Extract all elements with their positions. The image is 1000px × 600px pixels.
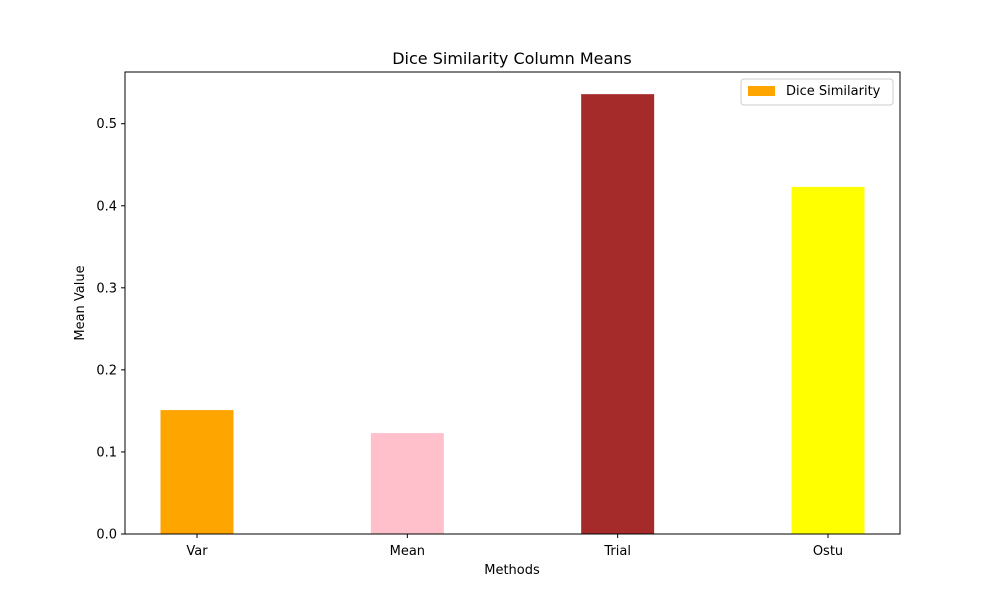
y-tick-label: 0.4 — [96, 199, 117, 214]
chart-title: Dice Similarity Column Means — [392, 49, 632, 68]
x-axis: Var Mean Trial Ostu — [186, 534, 843, 559]
legend: Dice Similarity — [740, 78, 894, 106]
legend-frame — [740, 78, 894, 106]
y-tick-label: 0.3 — [96, 281, 117, 296]
x-tick-label: Var — [186, 544, 208, 559]
bar-trial — [581, 94, 655, 534]
y-tick-label: 0.0 — [96, 528, 117, 543]
x-tick-label: Trial — [603, 544, 631, 559]
y-tick-label: 0.5 — [96, 117, 117, 132]
bars-group — [160, 94, 865, 534]
bar-mean — [370, 433, 444, 534]
bar-ostu — [791, 186, 865, 534]
x-tick-label: Mean — [390, 544, 425, 559]
y-axis-label: Mean Value — [73, 265, 88, 340]
legend-swatch — [748, 86, 775, 96]
y-axis: 0.0 0.1 0.2 0.3 0.4 0.5 — [96, 117, 125, 543]
x-tick-label: Ostu — [813, 544, 843, 559]
plot-frame — [124, 71, 901, 535]
x-axis-label: Methods — [484, 563, 540, 578]
bar-var — [160, 410, 234, 534]
legend-label: Dice Similarity — [786, 84, 881, 99]
y-tick-label: 0.2 — [96, 363, 117, 378]
y-tick-label: 0.1 — [96, 445, 117, 460]
